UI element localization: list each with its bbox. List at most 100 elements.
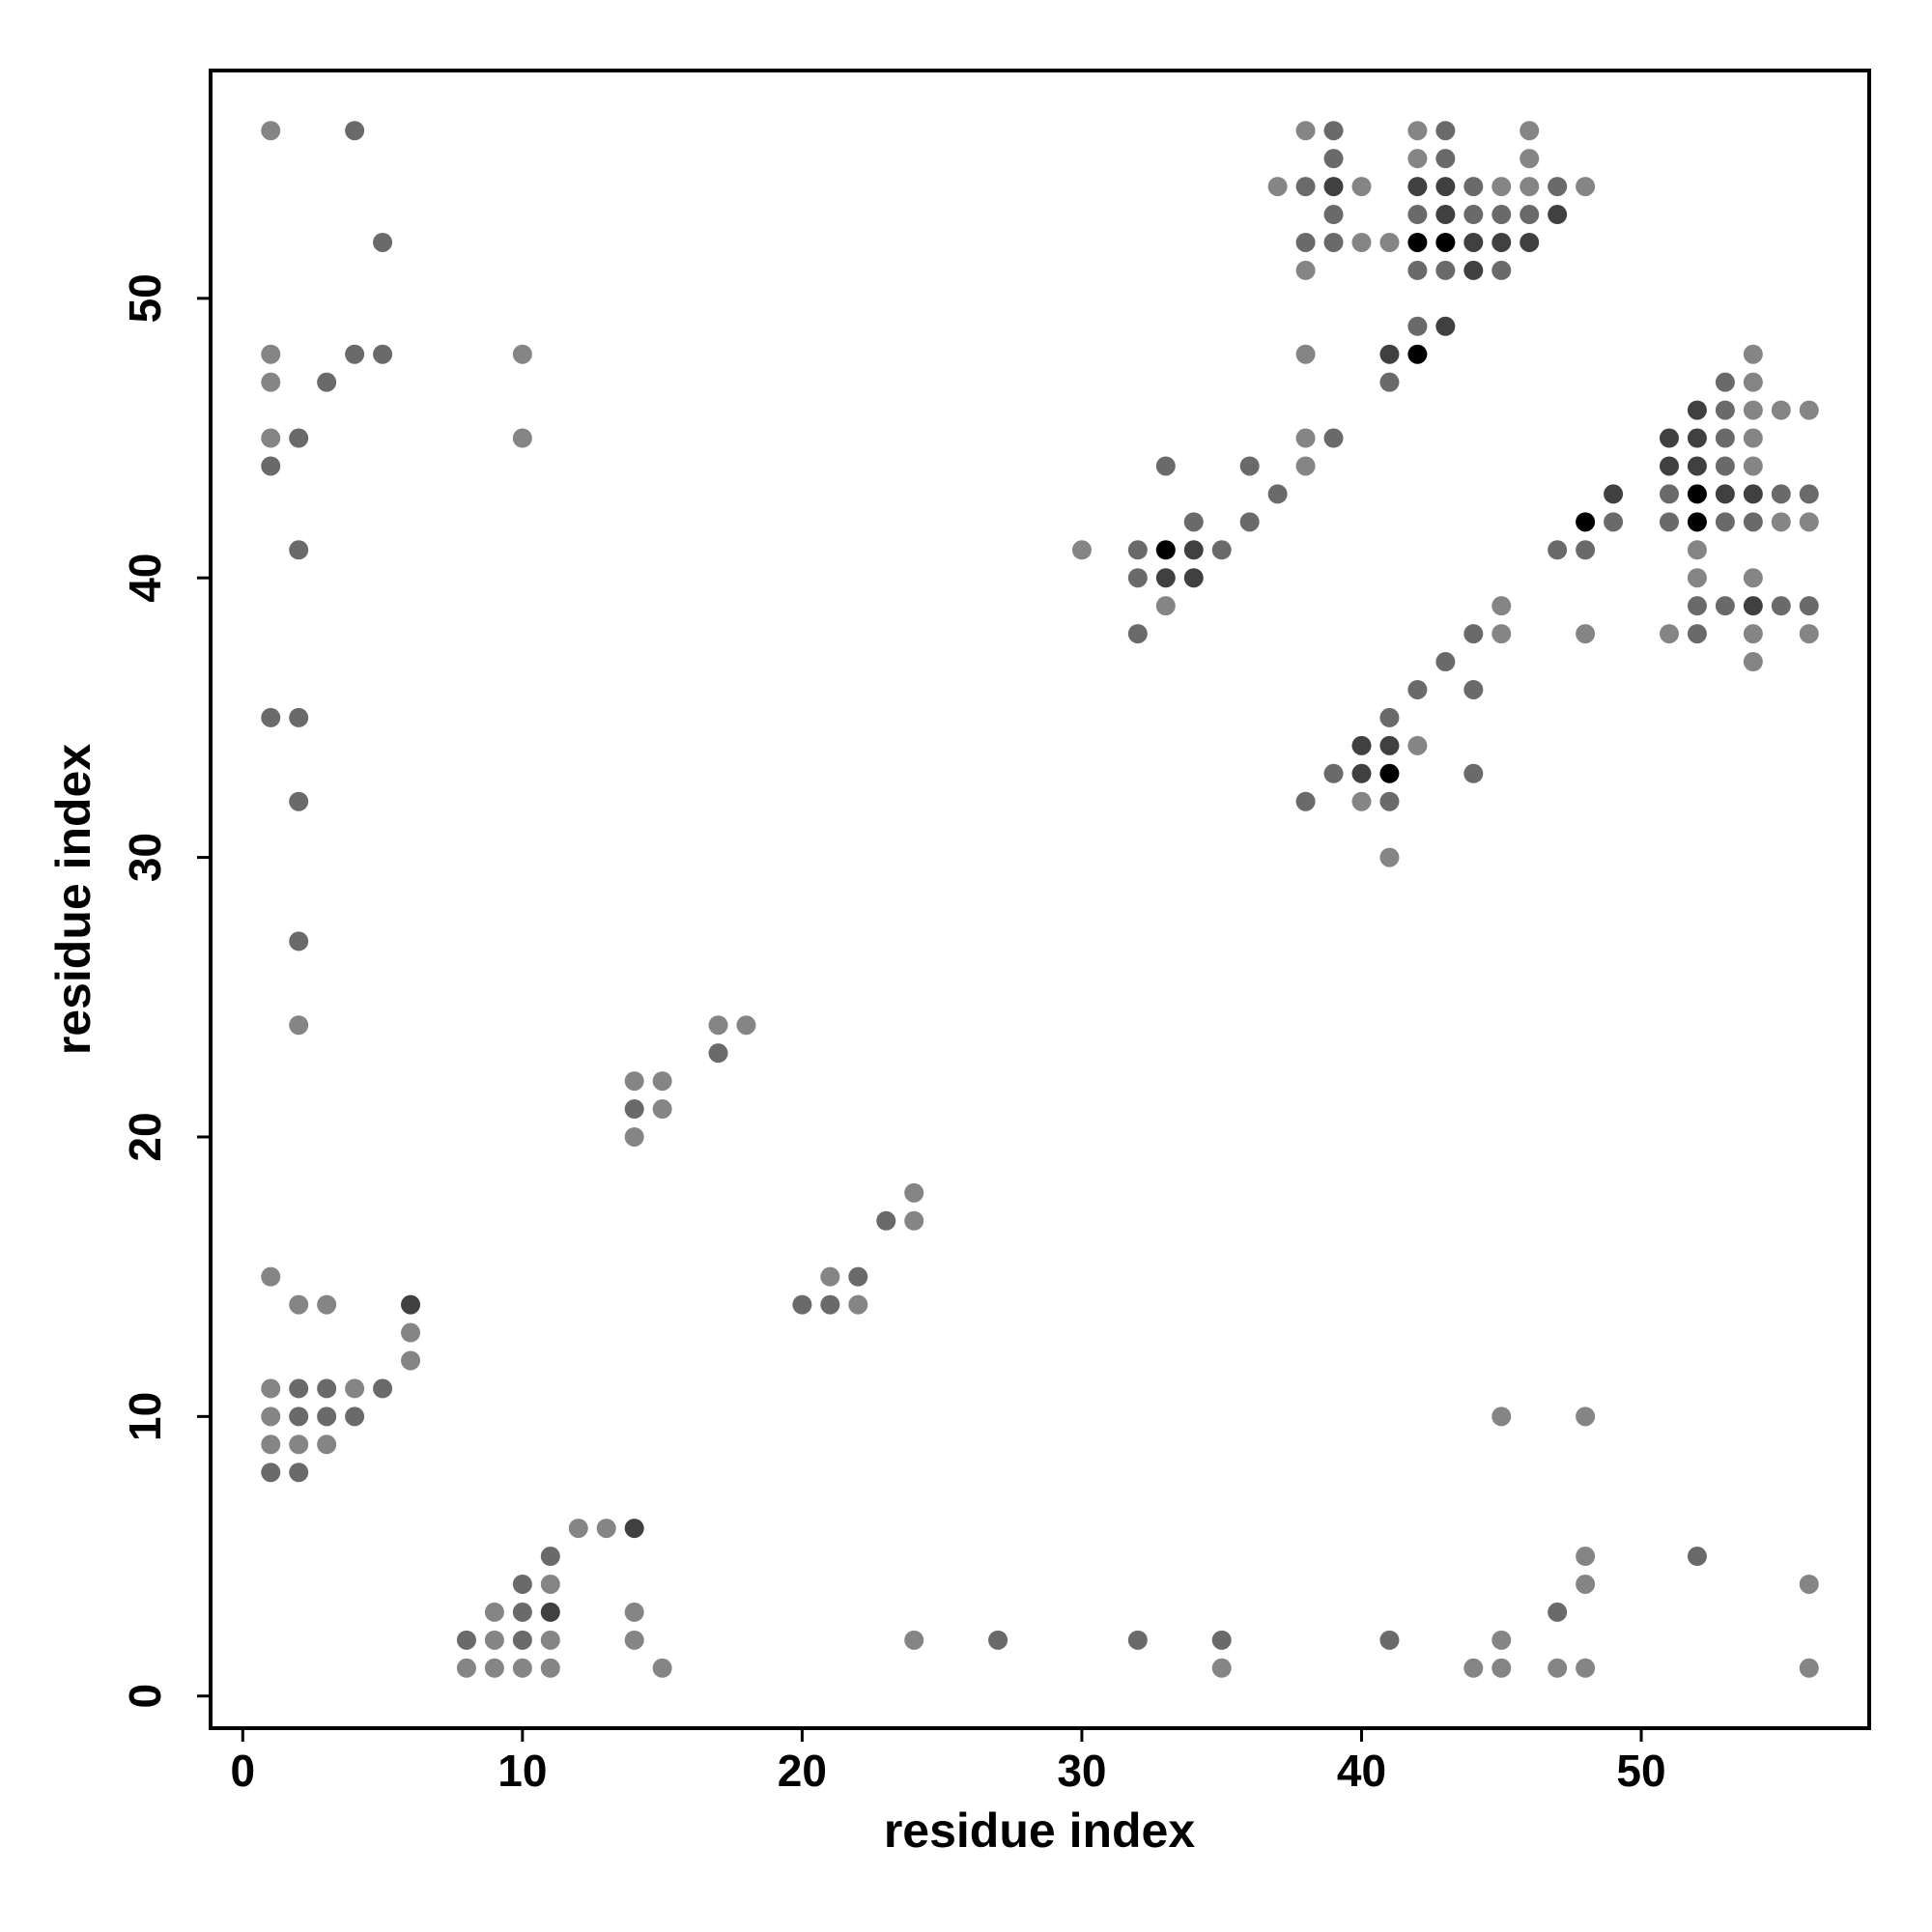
point [289, 1378, 309, 1399]
point [624, 1099, 644, 1120]
point [904, 1182, 924, 1203]
point [1295, 177, 1316, 197]
point [401, 1350, 421, 1371]
point [1407, 149, 1428, 169]
point [1351, 735, 1372, 755]
point [820, 1294, 840, 1315]
point [1771, 512, 1791, 532]
point [1492, 205, 1512, 225]
point [512, 344, 532, 364]
point [1323, 177, 1344, 197]
point [1576, 1574, 1596, 1594]
point [1463, 232, 1484, 252]
point [1127, 1630, 1148, 1650]
point [1492, 624, 1512, 644]
point [512, 1574, 532, 1594]
point [820, 1266, 840, 1287]
point [1687, 540, 1707, 560]
point [401, 1294, 421, 1315]
point [1267, 177, 1288, 197]
point [624, 1519, 644, 1539]
point [848, 1294, 868, 1315]
point [1576, 624, 1596, 644]
point [289, 1015, 309, 1036]
point [1323, 232, 1344, 252]
point [345, 1406, 365, 1427]
point [1520, 232, 1540, 252]
point [1576, 540, 1596, 560]
point [289, 1435, 309, 1455]
point [1267, 484, 1288, 504]
y-tick-label: 20 [120, 1112, 170, 1161]
point [1379, 232, 1400, 252]
point [1576, 177, 1596, 197]
point [345, 121, 365, 141]
point [1520, 121, 1540, 141]
point [1379, 344, 1400, 364]
point [373, 344, 393, 364]
point [1492, 1406, 1512, 1427]
point [1379, 735, 1400, 755]
point [1520, 205, 1540, 225]
point [1492, 1658, 1512, 1678]
point [652, 1658, 672, 1678]
point [289, 931, 309, 952]
point [1799, 400, 1819, 420]
point [1407, 232, 1428, 252]
point [1548, 1602, 1568, 1622]
point [540, 1547, 560, 1567]
point [1687, 400, 1707, 420]
point [261, 456, 281, 476]
point [1379, 791, 1400, 811]
point [1323, 149, 1344, 169]
point [1211, 1630, 1232, 1650]
point [1799, 484, 1819, 504]
point [568, 1519, 588, 1539]
point [373, 1378, 393, 1399]
point [904, 1630, 924, 1650]
point [1463, 624, 1484, 644]
point [540, 1630, 560, 1650]
point [1687, 596, 1707, 616]
point [1548, 177, 1568, 197]
point [1799, 1574, 1819, 1594]
point [1435, 177, 1456, 197]
point [1799, 1658, 1819, 1678]
point [596, 1519, 616, 1539]
point [1407, 316, 1428, 336]
point [1435, 232, 1456, 252]
point [1743, 344, 1763, 364]
point [1799, 512, 1819, 532]
point [1492, 1630, 1512, 1650]
point [1548, 1658, 1568, 1678]
point [1659, 484, 1679, 504]
point [261, 1378, 281, 1399]
point [708, 1015, 728, 1036]
point [289, 1406, 309, 1427]
point [512, 1658, 532, 1678]
y-tick-label: 10 [120, 1392, 170, 1441]
point [345, 1378, 365, 1399]
point [261, 344, 281, 364]
point [1743, 484, 1763, 504]
point [1492, 260, 1512, 280]
x-tick-label: 40 [1337, 1746, 1386, 1796]
point [261, 1406, 281, 1427]
point [1771, 596, 1791, 616]
point [512, 428, 532, 448]
point [345, 344, 365, 364]
point [1548, 205, 1568, 225]
point [1155, 596, 1176, 616]
point [1799, 624, 1819, 644]
point [1604, 484, 1624, 504]
point [1520, 149, 1540, 169]
point [289, 707, 309, 727]
y-tick-label: 0 [120, 1684, 170, 1709]
point [1687, 512, 1707, 532]
point [317, 1406, 337, 1427]
point [289, 791, 309, 811]
point [317, 1294, 337, 1315]
point [1351, 232, 1372, 252]
point [540, 1574, 560, 1594]
x-tick-label: 20 [778, 1746, 827, 1796]
